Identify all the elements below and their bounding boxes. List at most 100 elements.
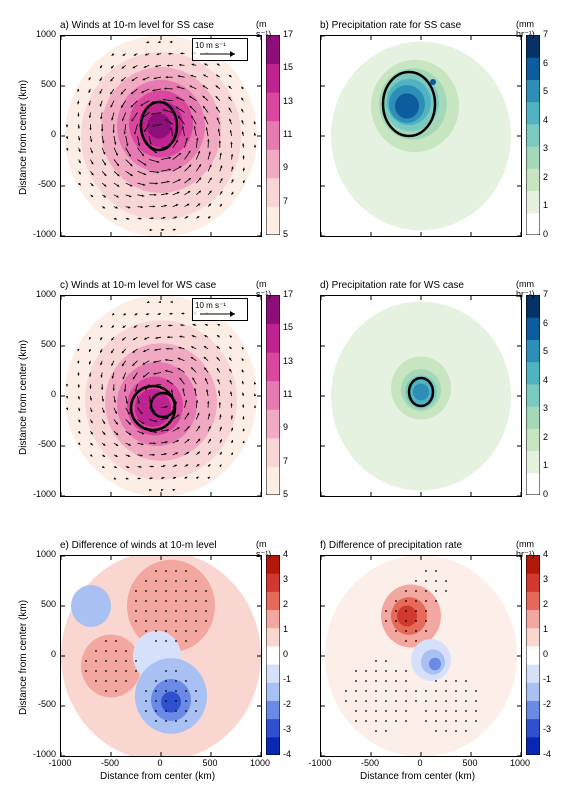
- ytick: 500: [30, 339, 56, 349]
- ytick: 1000: [30, 549, 56, 559]
- cb-tick: 15: [283, 62, 293, 72]
- x-axis-label: Distance from center (km): [100, 771, 215, 782]
- cb-units: (mm hr⁻¹): [516, 19, 540, 40]
- cb-units: (m s⁻¹): [256, 279, 280, 300]
- cb-tick: 6: [543, 318, 548, 328]
- colorbar-c: 57911131517(m s⁻¹): [266, 295, 280, 495]
- cb-units: (mm hr⁻¹): [516, 539, 540, 560]
- panel-title-a: a) Winds at 10-m level for SS case: [60, 20, 214, 31]
- cb-tick: 3: [543, 574, 548, 584]
- cb-tick: 3: [543, 403, 548, 413]
- y-axis-label: Distance from center (km): [18, 340, 29, 455]
- xtick: 500: [196, 758, 224, 768]
- cb-tick: 4: [283, 549, 288, 559]
- ytick: 0: [30, 649, 56, 659]
- cb-tick: 7: [283, 196, 288, 206]
- ytick: 1000: [30, 289, 56, 299]
- cb-tick: 15: [283, 322, 293, 332]
- cb-tick: -2: [283, 699, 291, 709]
- xtick: 0: [406, 758, 434, 768]
- colorbar-e: -4-3-2-101234(m s⁻¹): [266, 555, 280, 755]
- ytick: 1000: [30, 29, 56, 39]
- y-axis-label: Distance from center (km): [18, 600, 29, 715]
- ytick: -500: [30, 439, 56, 449]
- ytick: -500: [30, 179, 56, 189]
- cb-tick: -1: [543, 674, 551, 684]
- ytick: -1000: [30, 229, 56, 239]
- cb-tick: 17: [283, 29, 293, 39]
- cb-tick: -3: [543, 724, 551, 734]
- colorbar-a: 57911131517(m s⁻¹): [266, 35, 280, 235]
- y-axis-label: Distance from center (km): [18, 80, 29, 195]
- colorbar-b: 01234567(mm hr⁻¹): [526, 35, 540, 235]
- cb-tick: -1: [283, 674, 291, 684]
- cb-tick: 2: [543, 432, 548, 442]
- colorbar-f: -4-3-2-101234(mm hr⁻¹): [526, 555, 540, 755]
- cb-tick: 1: [543, 460, 548, 470]
- cb-tick: 5: [283, 229, 288, 239]
- xtick: -500: [96, 758, 124, 768]
- cb-tick: 0: [543, 229, 548, 239]
- panel-title-c: c) Winds at 10-m level for WS case: [60, 280, 216, 291]
- cb-units: (m s⁻¹): [256, 539, 280, 560]
- cb-tick: 3: [283, 574, 288, 584]
- panel-title-f: f) Difference of precipitation rate: [320, 540, 462, 551]
- cb-tick: 7: [543, 289, 548, 299]
- cb-tick: 4: [543, 549, 548, 559]
- cb-tick: 6: [543, 58, 548, 68]
- cb-tick: 4: [543, 115, 548, 125]
- panel-f: [320, 555, 522, 757]
- colorbar-d: 01234567(mm hr⁻¹): [526, 295, 540, 495]
- xtick: 1000: [246, 758, 274, 768]
- panel-d: [320, 295, 522, 497]
- cb-tick: -4: [543, 749, 551, 759]
- cb-tick: -2: [543, 699, 551, 709]
- xtick: -1000: [46, 758, 74, 768]
- cb-units: (mm hr⁻¹): [516, 279, 540, 300]
- cb-tick: 5: [543, 86, 548, 96]
- xtick: -1000: [306, 758, 334, 768]
- cb-tick: 2: [543, 172, 548, 182]
- panel-b: [320, 35, 522, 237]
- cb-tick: 11: [283, 389, 292, 399]
- panel-e: [60, 555, 262, 757]
- ytick: 500: [30, 599, 56, 609]
- ytick: -500: [30, 699, 56, 709]
- cb-tick: 1: [543, 624, 548, 634]
- panel-title-b: b) Precipitation rate for SS case: [320, 20, 461, 31]
- vector-key-c: 10 m s⁻¹: [192, 298, 248, 321]
- panel-c: [60, 295, 262, 497]
- cb-units: (m s⁻¹): [256, 19, 280, 40]
- cb-tick: 0: [543, 489, 548, 499]
- cb-tick: 9: [283, 162, 288, 172]
- vector-key-a: 10 m s⁻¹: [192, 38, 248, 61]
- ytick: 500: [30, 79, 56, 89]
- x-axis-label: Distance from center (km): [360, 771, 475, 782]
- cb-tick: 17: [283, 289, 293, 299]
- cb-tick: -3: [283, 724, 291, 734]
- xtick: 500: [456, 758, 484, 768]
- cb-tick: 9: [283, 422, 288, 432]
- cb-tick: 1: [543, 200, 548, 210]
- panel-title-d: d) Precipitation rate for WS case: [320, 280, 464, 291]
- cb-tick: 2: [543, 599, 548, 609]
- cb-tick: 11: [283, 129, 292, 139]
- figure-root: a) Winds at 10-m level for SS case Distan…: [10, 10, 569, 775]
- ytick: 0: [30, 129, 56, 139]
- cb-tick: 13: [283, 356, 293, 366]
- cb-tick: 13: [283, 96, 293, 106]
- cb-tick: 7: [543, 29, 548, 39]
- xtick: 1000: [506, 758, 534, 768]
- cb-tick: 3: [543, 143, 548, 153]
- xtick: 0: [146, 758, 174, 768]
- cb-tick: 5: [283, 489, 288, 499]
- cb-tick: 2: [283, 599, 288, 609]
- ytick: 0: [30, 389, 56, 399]
- cb-tick: 1: [283, 624, 288, 634]
- cb-tick: 5: [543, 346, 548, 356]
- cb-tick: 7: [283, 456, 288, 466]
- panel-title-e: e) Difference of winds at 10-m level: [60, 540, 217, 551]
- cb-tick: 0: [283, 649, 288, 659]
- cb-tick: 0: [543, 649, 548, 659]
- cb-tick: 4: [543, 375, 548, 385]
